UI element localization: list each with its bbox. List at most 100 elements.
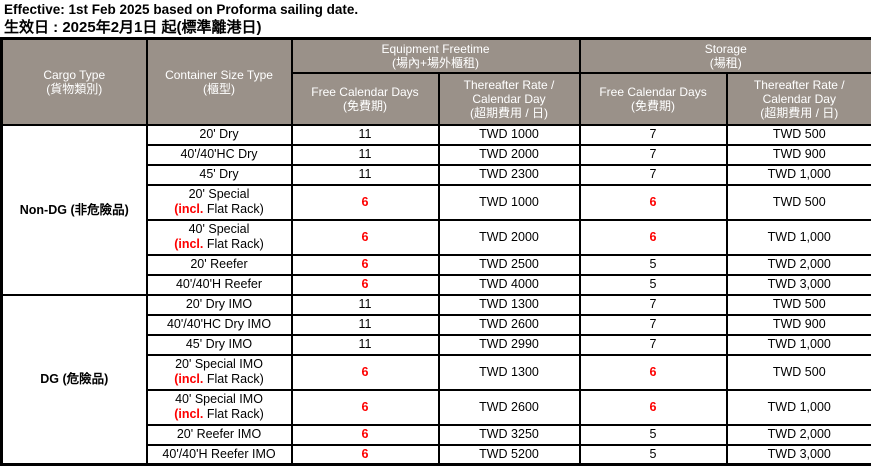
st-free-days-cell: 6 [578, 218, 728, 256]
eq-rate-cell: TWD 1000 [437, 183, 581, 221]
header-storage-en: Storage [704, 41, 747, 56]
table-header-group-row: Cargo Type (貨物類別) Container Size Type (櫃… [0, 37, 871, 126]
st-free-days-cell: 6 [578, 353, 728, 391]
size-line2-red: (incl. [174, 237, 204, 251]
size-line1: 40' Special [188, 222, 250, 236]
st-free-days-cell: 7 [578, 293, 728, 316]
eq-rate-cell: TWD 2600 [437, 313, 581, 336]
eq-rate-cell: TWD 2000 [437, 218, 581, 256]
st-rate-cell: TWD 500 [725, 353, 871, 391]
st-free-days-cell: 7 [578, 163, 728, 186]
table-row: 40'/40'H Reefer 6 TWD 4000 5 TWD 3,000 [2, 273, 871, 296]
st-free-days-cell: 5 [578, 273, 728, 296]
st-free-days-cell: 7 [578, 333, 728, 356]
header-container-size-en: Container Size Type [165, 67, 273, 82]
table-row: 40'/40'HC Dry 11 TWD 2000 7 TWD 900 [2, 143, 871, 166]
size-line2-rest: Flat Rack) [203, 372, 264, 386]
eq-rate-cell: TWD 1300 [437, 353, 581, 391]
eq-free-days-cell: 6 [290, 353, 440, 391]
table-row: Non-DG (非危險品) 20' Dry 11 TWD 1000 7 TWD … [0, 123, 871, 296]
header-equipment-freetime-en: Equipment Freetime [381, 41, 490, 56]
header-eq-free-days-zh: (免費期) [343, 98, 387, 113]
header-equipment-freetime-zh: (場內+場外櫃租) [392, 55, 480, 70]
cargo-dg-en: DG [40, 372, 59, 387]
st-free-days-cell: 5 [578, 423, 728, 446]
table-row: 45' Dry IMO 11 TWD 2990 7 TWD 1,000 [2, 333, 871, 356]
eq-rate-cell: TWD 3250 [437, 423, 581, 446]
st-rate-cell: TWD 500 [725, 183, 871, 221]
size-line2-red: (incl. [174, 202, 204, 216]
header-eq-free-days-en: Free Calendar Days [311, 84, 419, 99]
st-free-days-cell: 5 [578, 443, 728, 466]
st-free-days-cell: 6 [578, 388, 728, 426]
eq-rate-cell: TWD 2300 [437, 163, 581, 186]
container-size-cell: 20' Dry [145, 123, 293, 146]
st-free-days-cell: 7 [578, 123, 728, 146]
size-line2-rest: Flat Rack) [203, 202, 264, 216]
header-st-thereafter-line1: Thereafter Rate / [753, 77, 845, 92]
st-rate-cell: TWD 900 [725, 143, 871, 166]
st-rate-cell: TWD 1,000 [725, 333, 871, 356]
cargo-nondg-zh: (非危險品) [70, 202, 129, 217]
cargo-nondg-en: Non-DG [19, 202, 67, 217]
size-line1: 20' Special [188, 187, 250, 201]
st-rate-cell: TWD 2,000 [725, 253, 871, 276]
container-size-cell: 20' Special (incl. Flat Rack) [145, 183, 293, 221]
container-size-cell: 40'/40'HC Dry [145, 143, 293, 166]
title-block: Effective: 1st Feb 2025 based on Proform… [0, 0, 871, 37]
container-size-cell: 45' Dry [145, 163, 293, 186]
eq-free-days-cell: 11 [290, 123, 440, 146]
st-rate-cell: TWD 1,000 [725, 163, 871, 186]
header-equipment-freetime: Equipment Freetime (場內+場外櫃租) [290, 37, 581, 74]
st-rate-cell: TWD 3,000 [725, 273, 871, 296]
eq-free-days-cell: 6 [290, 218, 440, 256]
header-eq-free-days: Free Calendar Days (免費期) [290, 71, 440, 126]
eq-free-days-cell: 6 [290, 388, 440, 426]
eq-free-days-cell: 11 [290, 143, 440, 166]
container-size-cell: 45' Dry IMO [145, 333, 293, 356]
container-size-cell: 20' Reefer [145, 253, 293, 276]
st-rate-cell: TWD 900 [725, 313, 871, 336]
eq-rate-cell: TWD 5200 [437, 443, 581, 466]
eq-free-days-cell: 11 [290, 293, 440, 316]
eq-rate-cell: TWD 1000 [437, 123, 581, 146]
header-storage-zh: (場租) [709, 55, 742, 70]
header-eq-thereafter-line1: Thereafter Rate / [463, 77, 555, 92]
eq-free-days-cell: 11 [290, 163, 440, 186]
effective-date-title: Effective: 1st Feb 2025 based on Proform… [4, 2, 359, 17]
st-rate-cell: TWD 1,000 [725, 218, 871, 256]
size-line1: 20' Special IMO [175, 357, 263, 371]
container-size-cell: 40'/40'H Reefer [145, 273, 293, 296]
st-rate-cell: TWD 1,000 [725, 388, 871, 426]
header-eq-thereafter-zh: (超期費用 / 日) [470, 105, 548, 120]
table-subheader-row: Free Calendar Days (免費期) Thereafter Rate… [2, 71, 871, 126]
header-eq-thereafter-rate: Thereafter Rate / Calendar Day (超期費用 / 日… [437, 71, 581, 126]
header-st-free-days-en: Free Calendar Days [599, 84, 707, 99]
effective-date-title-zh: 生效日 : 2025年2月1日 起(標準離港日) [4, 19, 262, 36]
eq-rate-cell: TWD 1300 [437, 293, 581, 316]
rates-table: Cargo Type (貨物類別) Container Size Type (櫃… [0, 37, 871, 466]
header-cargo-type-zh: (貨物類別) [46, 81, 103, 96]
container-size-cell: 40'/40'H Reefer IMO [145, 443, 293, 466]
header-st-free-days: Free Calendar Days (免費期) [578, 71, 728, 126]
st-rate-cell: TWD 2,000 [725, 423, 871, 446]
st-free-days-cell: 5 [578, 253, 728, 276]
container-size-cell: 40' Special IMO (incl. Flat Rack) [145, 388, 293, 426]
header-st-thereafter-rate: Thereafter Rate / Calendar Day (超期費用 / 日… [725, 71, 871, 126]
size-line2-red: (incl. [174, 372, 204, 386]
table-row: DG (危險品) 20' Dry IMO 11 TWD 1300 7 TWD 5… [0, 293, 871, 466]
container-size-cell: 20' Special IMO (incl. Flat Rack) [145, 353, 293, 391]
size-line1: 40' Special IMO [175, 392, 263, 406]
header-st-thereafter-zh: (超期費用 / 日) [760, 105, 839, 120]
st-rate-cell: TWD 3,000 [725, 443, 871, 466]
eq-rate-cell: TWD 2000 [437, 143, 581, 166]
eq-rate-cell: TWD 4000 [437, 273, 581, 296]
eq-free-days-cell: 6 [290, 253, 440, 276]
size-line2-rest: Flat Rack) [203, 237, 264, 251]
header-st-thereafter-line2: Calendar Day [762, 91, 836, 106]
st-rate-cell: TWD 500 [725, 123, 871, 146]
size-line2-red: (incl. [174, 407, 204, 421]
table-row: 40'/40'H Reefer IMO 6 TWD 5200 5 TWD 3,0… [2, 443, 871, 466]
table-row: 40' Special (incl. Flat Rack) 6 TWD 2000… [2, 218, 871, 256]
eq-free-days-cell: 6 [290, 423, 440, 446]
